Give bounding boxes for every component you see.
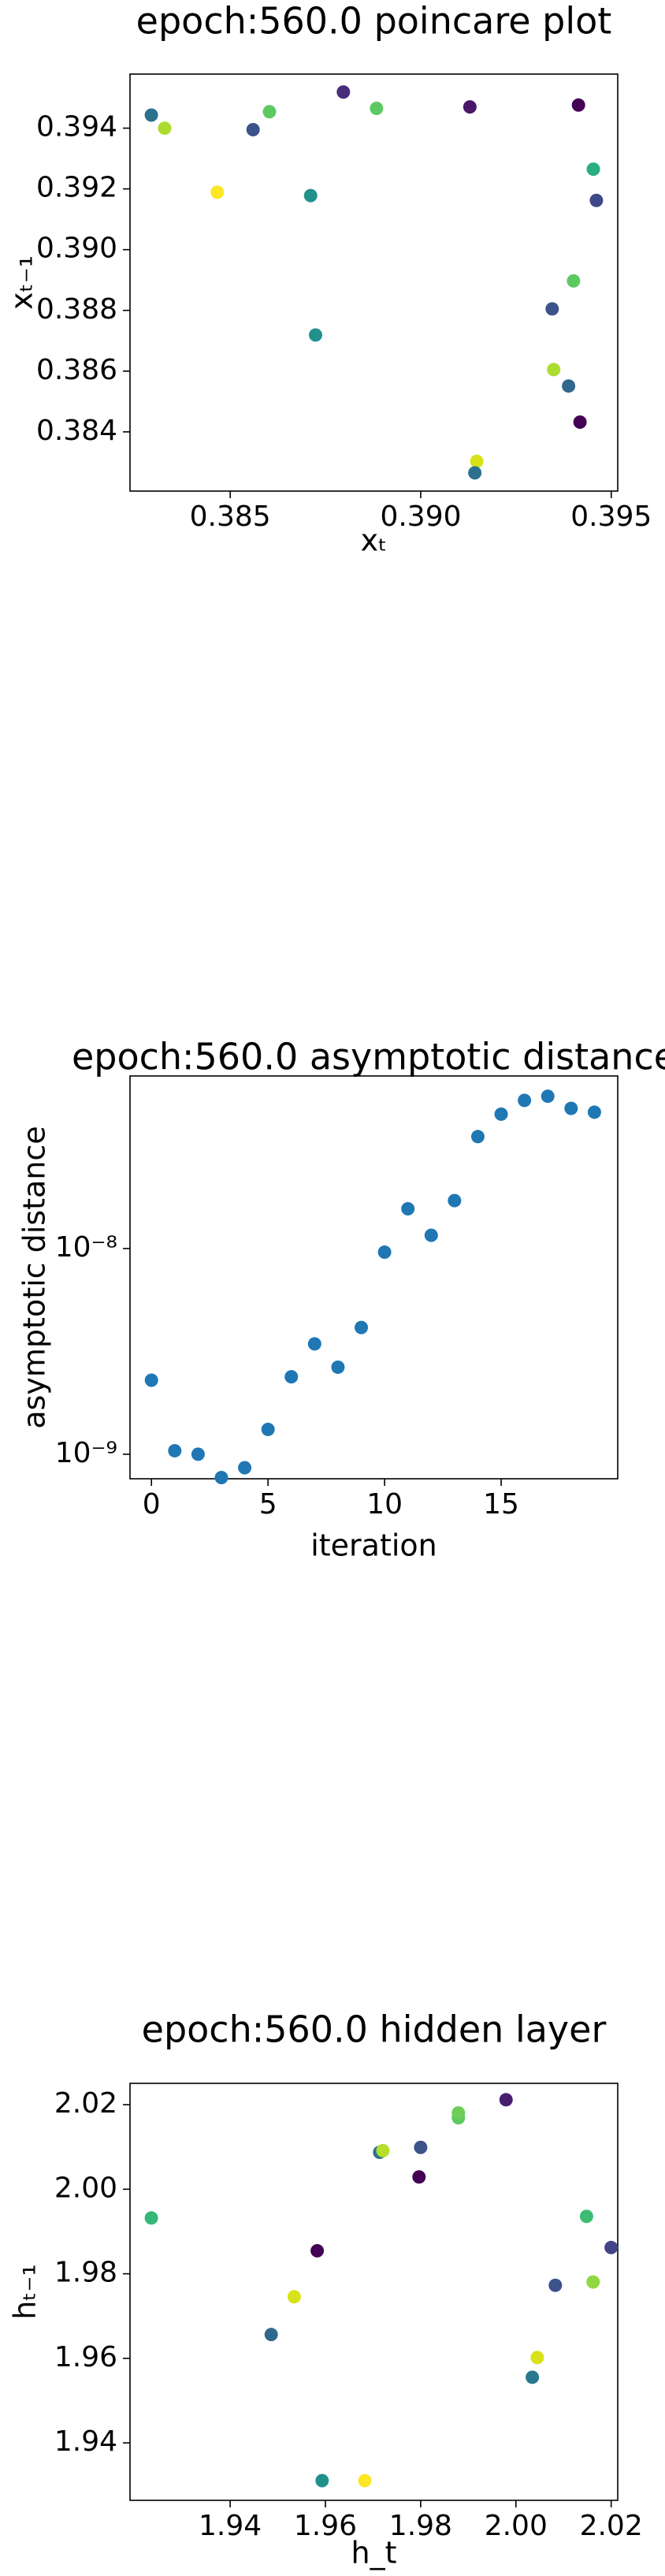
- point: [604, 2240, 619, 2254]
- x-tick-label: 1.96: [294, 2510, 357, 2542]
- y-tick-label: 10⁻⁹: [55, 1437, 117, 1469]
- point: [567, 274, 581, 288]
- plot-frame: [129, 1075, 619, 1480]
- point: [494, 1107, 508, 1121]
- point: [331, 1360, 345, 1374]
- y-tick-label: 0.386: [36, 354, 117, 386]
- point: [210, 185, 225, 199]
- point: [144, 2211, 158, 2225]
- y-tick-label: 0.390: [36, 233, 117, 265]
- point: [144, 108, 158, 122]
- point: [571, 98, 585, 112]
- y-tick-label: 1.96: [54, 2341, 117, 2373]
- point: [144, 1373, 158, 1387]
- x-axis-label: h_t: [351, 2536, 397, 2570]
- point: [587, 1105, 601, 1119]
- point: [448, 1193, 462, 1208]
- point: [499, 2093, 513, 2107]
- x-tick-label: 10: [366, 1488, 403, 1521]
- point: [238, 1461, 252, 1475]
- plot-frame: [129, 2083, 619, 2501]
- point: [564, 1101, 578, 1115]
- point: [309, 328, 323, 342]
- x-tick-label: 0.395: [570, 501, 652, 533]
- point: [470, 454, 484, 468]
- x-tick-label: 2.00: [485, 2510, 548, 2542]
- point: [468, 466, 482, 480]
- point: [264, 2328, 278, 2342]
- point: [158, 121, 172, 136]
- point: [246, 123, 260, 137]
- y-tick-label: 0.394: [36, 111, 117, 143]
- point: [545, 302, 559, 316]
- y-axis-label: asymptotic distance: [17, 1126, 52, 1428]
- point: [518, 1093, 532, 1107]
- x-axis-label: xₜ: [361, 523, 388, 558]
- point: [376, 2143, 390, 2157]
- point: [463, 100, 477, 114]
- point: [579, 2209, 593, 2224]
- point: [303, 188, 318, 203]
- point: [370, 102, 384, 116]
- point: [307, 1337, 321, 1351]
- point: [548, 2278, 563, 2292]
- x-tick-label: 1.98: [389, 2510, 452, 2542]
- point: [547, 363, 561, 377]
- point: [586, 162, 600, 177]
- x-tick-label: 0: [143, 1488, 161, 1521]
- y-tick-label: 1.94: [54, 2425, 117, 2458]
- point: [336, 85, 351, 99]
- x-tick-label: 15: [483, 1488, 519, 1521]
- x-axis-label: iteration: [310, 1528, 437, 1563]
- y-tick-label: 0.392: [36, 172, 117, 204]
- y-tick-label: 0.384: [36, 415, 117, 447]
- point: [541, 1089, 555, 1104]
- x-tick-label: 2.02: [580, 2510, 643, 2542]
- x-tick-label: 0.390: [380, 501, 461, 533]
- point: [287, 2290, 301, 2304]
- y-tick-label: 1.98: [54, 2257, 117, 2289]
- point: [414, 2140, 428, 2154]
- point: [526, 2370, 540, 2384]
- point: [530, 2351, 544, 2365]
- y-tick-label: 0.388: [36, 293, 117, 326]
- x-tick-label: 0.385: [190, 501, 271, 533]
- x-tick-label: 5: [259, 1488, 277, 1521]
- y-axis-label: xₜ₋₁: [5, 255, 39, 310]
- point: [310, 2243, 325, 2258]
- point: [412, 2170, 426, 2184]
- chart-title: epoch:560.0 hidden layer: [142, 2008, 607, 2051]
- point: [315, 2474, 329, 2488]
- x-tick-label: 1.94: [199, 2510, 262, 2542]
- point: [284, 1370, 299, 1384]
- plot-frame: [129, 73, 619, 492]
- point: [589, 193, 604, 207]
- point: [573, 415, 587, 430]
- point: [451, 2105, 466, 2120]
- point: [168, 1443, 182, 1457]
- point: [355, 1320, 369, 1335]
- point: [262, 105, 277, 119]
- point: [586, 2275, 600, 2289]
- point: [377, 1245, 392, 1260]
- point: [401, 1202, 415, 1216]
- y-tick-label: 2.00: [54, 2172, 117, 2204]
- chart-title: epoch:560.0 poincare plot: [136, 0, 612, 43]
- point: [470, 1130, 485, 1144]
- point: [261, 1422, 275, 1436]
- y-tick-label: 10⁻⁸: [55, 1231, 117, 1264]
- point: [191, 1447, 205, 1461]
- point: [214, 1471, 228, 1485]
- point: [562, 379, 576, 393]
- point: [358, 2474, 372, 2488]
- y-axis-label: hₜ₋₁: [8, 2264, 43, 2320]
- point: [424, 1228, 438, 1242]
- chart-title: epoch:560.0 asymptotic distance: [72, 1036, 665, 1078]
- y-tick-label: 2.02: [54, 2087, 117, 2120]
